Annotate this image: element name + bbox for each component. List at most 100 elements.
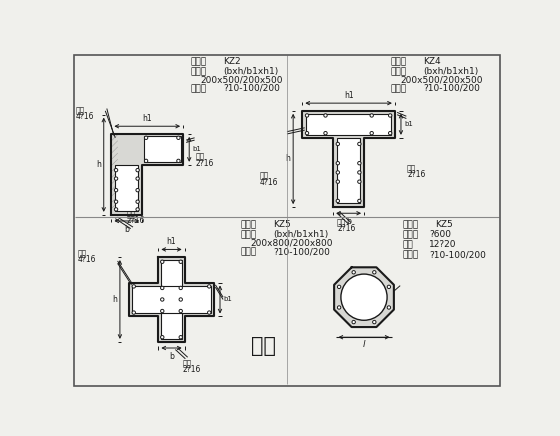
Circle shape	[144, 136, 148, 140]
Text: 柱箍筋: 柱箍筋	[403, 250, 419, 259]
Text: (bxh/b1xh1): (bxh/b1xh1)	[273, 230, 328, 239]
Circle shape	[372, 271, 376, 274]
Bar	[337, 138, 360, 203]
Circle shape	[179, 286, 183, 290]
Text: ?600: ?600	[430, 230, 451, 239]
Circle shape	[161, 310, 164, 313]
Circle shape	[338, 285, 341, 289]
Text: ?10-100/200: ?10-100/200	[223, 84, 280, 93]
Circle shape	[136, 200, 139, 203]
Text: (bxh/b1xh1): (bxh/b1xh1)	[223, 67, 278, 76]
Text: 柱编号: 柱编号	[403, 220, 419, 229]
Circle shape	[144, 159, 148, 163]
Text: h1: h1	[142, 114, 152, 123]
Circle shape	[324, 114, 327, 117]
Circle shape	[179, 310, 183, 313]
Text: KZ5: KZ5	[273, 220, 291, 229]
Text: 纵筋: 纵筋	[403, 240, 413, 249]
Text: h: h	[285, 154, 290, 164]
Text: 角筋: 角筋	[127, 210, 136, 219]
Bar	[144, 136, 181, 163]
Text: 4?16: 4?16	[77, 255, 96, 264]
Circle shape	[370, 114, 374, 117]
Circle shape	[336, 180, 339, 184]
Bar	[132, 286, 211, 313]
Circle shape	[179, 260, 183, 263]
Circle shape	[114, 200, 118, 203]
Circle shape	[208, 285, 211, 288]
Text: h: h	[112, 295, 117, 304]
Circle shape	[179, 336, 183, 339]
Text: 200x500/200x500: 200x500/200x500	[200, 75, 282, 85]
Text: 4?16: 4?16	[75, 112, 94, 121]
Circle shape	[136, 177, 139, 181]
Circle shape	[161, 336, 164, 339]
Circle shape	[336, 161, 339, 165]
Circle shape	[358, 161, 361, 165]
Text: KZ5: KZ5	[435, 220, 452, 229]
Text: 柱截面: 柱截面	[191, 67, 207, 76]
Text: 12?20: 12?20	[430, 240, 457, 249]
Text: 200x500/200x500: 200x500/200x500	[400, 75, 483, 85]
Circle shape	[336, 142, 339, 146]
Circle shape	[208, 311, 211, 314]
Circle shape	[114, 177, 118, 181]
Circle shape	[341, 274, 387, 320]
Bar	[161, 260, 182, 339]
Circle shape	[389, 114, 392, 117]
Text: h1: h1	[344, 91, 353, 100]
Circle shape	[358, 142, 361, 146]
Text: b1: b1	[223, 296, 232, 303]
Polygon shape	[129, 257, 214, 342]
Circle shape	[179, 298, 183, 301]
Circle shape	[177, 159, 180, 163]
Circle shape	[161, 286, 164, 290]
Text: 柱截面: 柱截面	[391, 67, 407, 76]
Bar	[306, 114, 391, 135]
Circle shape	[338, 306, 341, 309]
Text: KZ4: KZ4	[423, 57, 441, 66]
Text: l: l	[363, 341, 365, 349]
Circle shape	[358, 199, 361, 203]
Text: b: b	[124, 225, 129, 234]
Polygon shape	[302, 111, 395, 207]
Text: 角筋: 角筋	[77, 249, 87, 259]
Text: 2?16: 2?16	[182, 365, 200, 374]
Circle shape	[114, 168, 118, 172]
Circle shape	[324, 132, 327, 135]
Text: 200x800/200x800: 200x800/200x800	[250, 238, 333, 248]
Text: 柱编号: 柱编号	[391, 57, 407, 66]
Text: 4?16: 4?16	[260, 178, 278, 187]
Text: 柱编号: 柱编号	[191, 57, 207, 66]
Circle shape	[387, 285, 390, 289]
Circle shape	[352, 320, 356, 324]
Circle shape	[352, 271, 356, 274]
Circle shape	[177, 136, 180, 140]
Circle shape	[305, 114, 309, 117]
Text: 柱截面: 柱截面	[241, 230, 257, 239]
Text: (bxh/b1xh1): (bxh/b1xh1)	[423, 67, 479, 76]
Circle shape	[305, 132, 309, 135]
Circle shape	[114, 188, 118, 192]
Text: 2?16: 2?16	[195, 159, 214, 167]
Circle shape	[336, 199, 339, 203]
Circle shape	[387, 306, 390, 309]
Text: 柱截面: 柱截面	[403, 230, 419, 239]
Text: 角筋: 角筋	[75, 106, 85, 115]
Text: 2?16: 2?16	[127, 216, 145, 225]
Circle shape	[114, 208, 118, 211]
Circle shape	[132, 311, 136, 314]
Text: 柱编号: 柱编号	[241, 220, 257, 229]
Text: 2?16: 2?16	[407, 170, 426, 179]
Text: 柱箍筋: 柱箍筋	[191, 84, 207, 93]
Text: 角筋: 角筋	[195, 153, 204, 161]
Circle shape	[336, 171, 339, 174]
Text: KZ2: KZ2	[223, 57, 241, 66]
Text: h: h	[96, 160, 101, 169]
Circle shape	[358, 180, 361, 184]
Circle shape	[136, 168, 139, 172]
Bar	[115, 165, 138, 211]
Text: 角筋: 角筋	[260, 172, 269, 181]
Circle shape	[132, 285, 136, 288]
Text: 角筋: 角筋	[337, 218, 346, 227]
